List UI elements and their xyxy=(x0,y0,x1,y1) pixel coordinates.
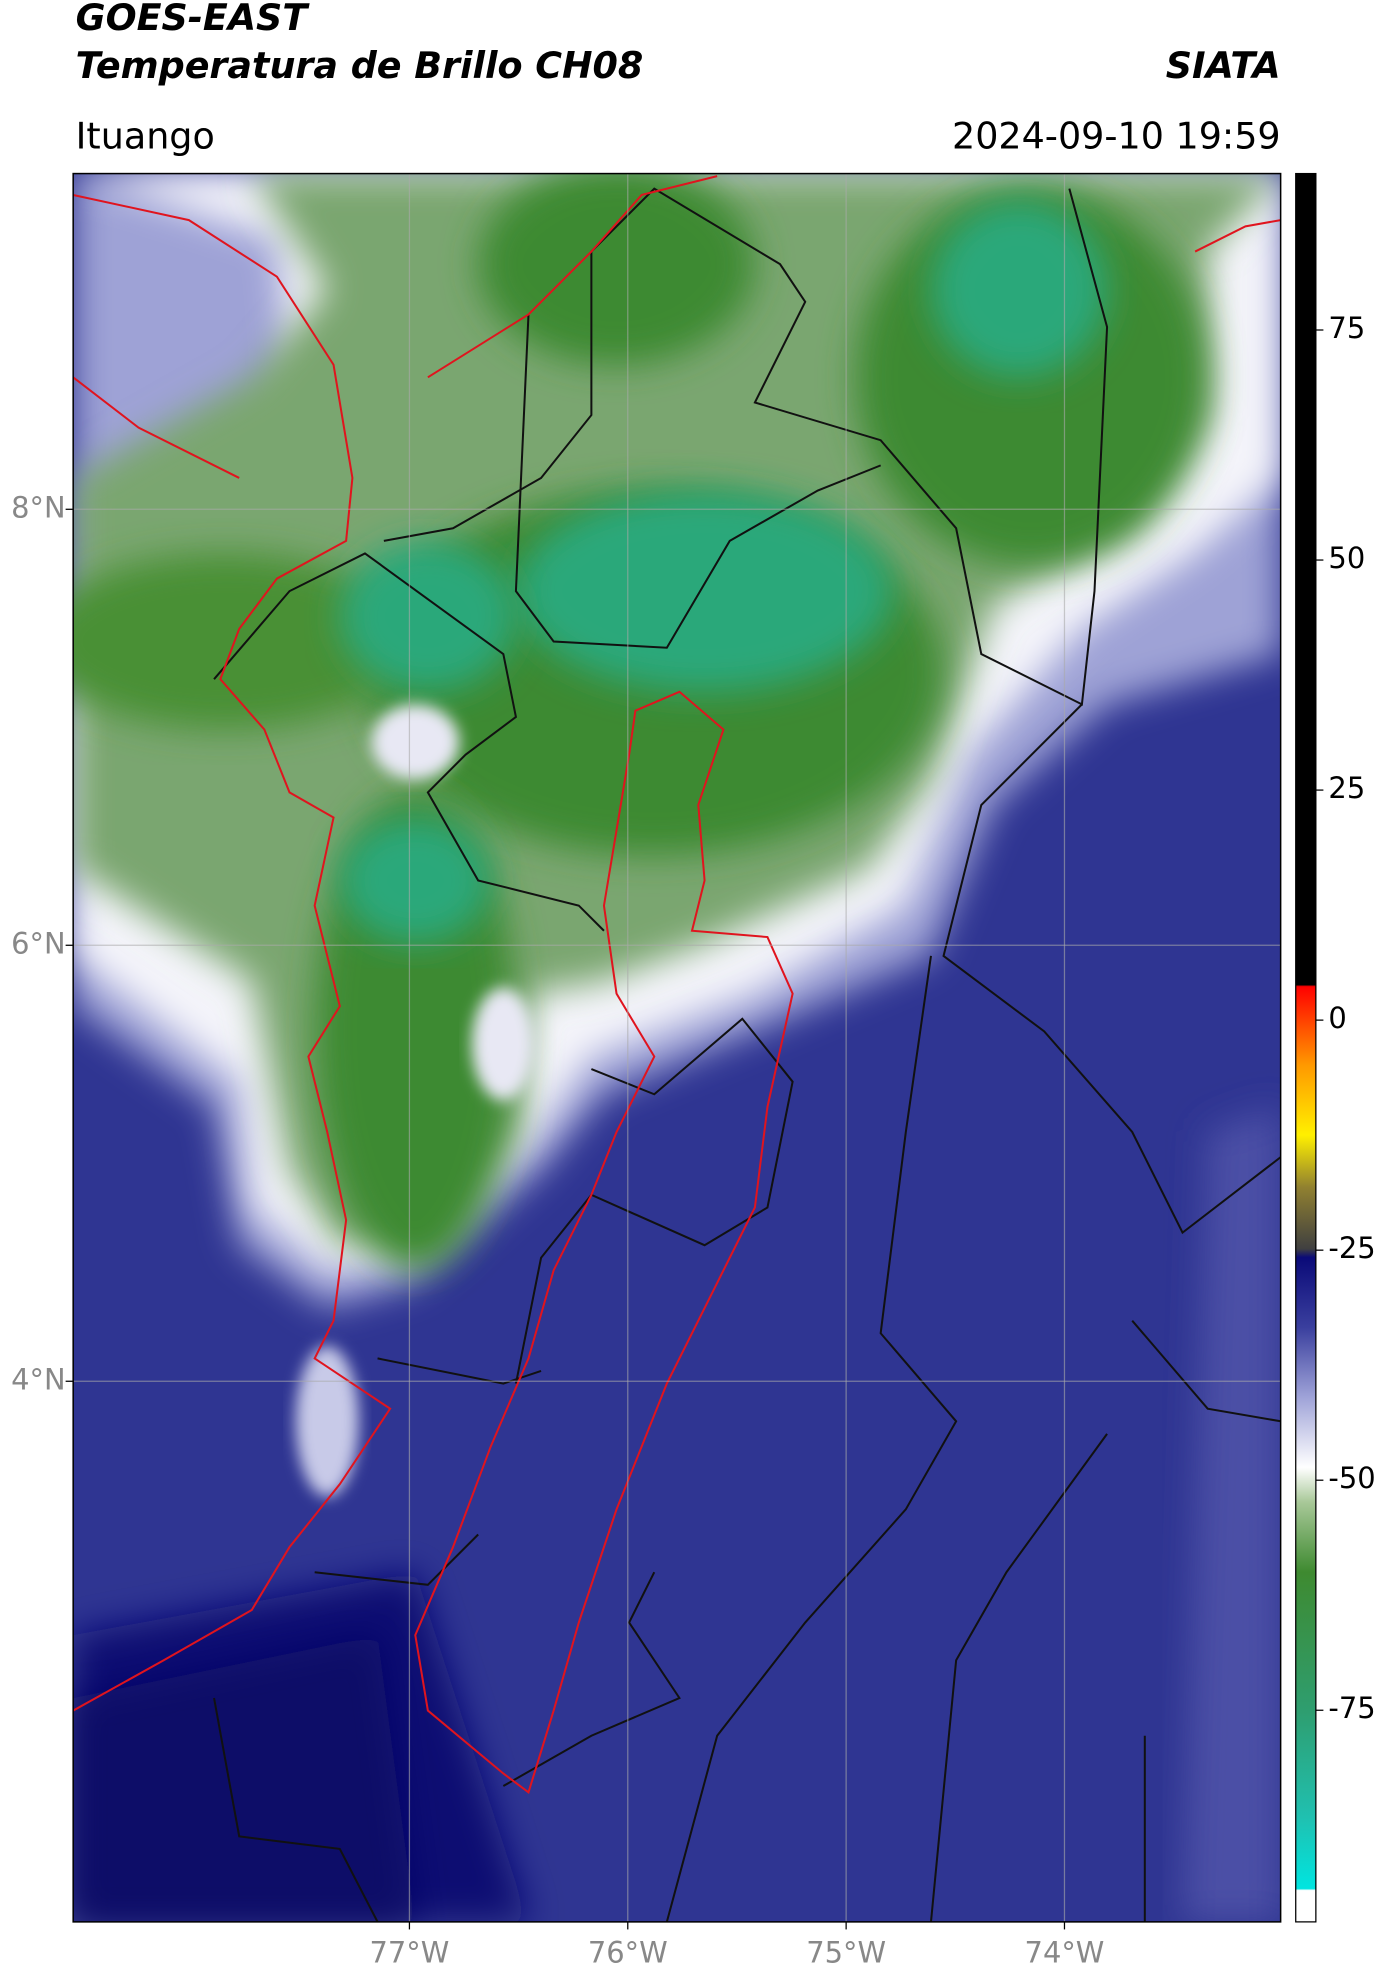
colorbar-label: -50 xyxy=(1328,1461,1375,1495)
x-tick-label: 77°W xyxy=(370,1936,450,1970)
map-frame xyxy=(72,172,1282,1923)
colorbar xyxy=(1295,172,1317,1923)
region: Ituango xyxy=(76,114,215,157)
borders xyxy=(213,187,1281,1922)
y-tick-label: 8°N xyxy=(11,490,65,524)
colorbar-label: 0 xyxy=(1328,1001,1346,1035)
gridlines xyxy=(73,173,1281,1922)
subtitle: Temperatura de Brillo CH08 xyxy=(76,44,644,87)
colorbar-label: -25 xyxy=(1328,1231,1375,1265)
colorbar-label: 50 xyxy=(1328,541,1365,575)
y-tick-label: 6°N xyxy=(11,926,65,960)
colorbar-label: 75 xyxy=(1328,311,1365,345)
x-tick-label: 75°W xyxy=(806,1936,886,1970)
satellite-image xyxy=(73,173,1281,1922)
datetime: 2024-09-10 19:59 xyxy=(952,114,1281,157)
source: SIATA xyxy=(1166,44,1281,87)
coast-and-region xyxy=(73,175,1281,1794)
colorbar-label: -75 xyxy=(1328,1691,1375,1725)
x-tick-label: 76°W xyxy=(588,1936,668,1970)
colorbar-label: 25 xyxy=(1328,771,1365,805)
title: GOES-EAST xyxy=(76,0,311,39)
x-tick-label: 74°W xyxy=(1025,1936,1105,1970)
y-tick-label: 4°N xyxy=(11,1362,65,1396)
